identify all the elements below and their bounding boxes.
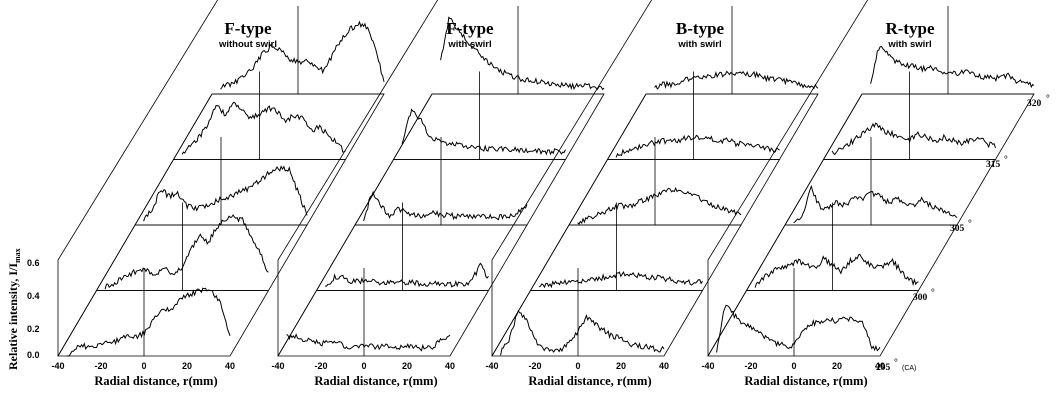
- panel-1-series-320: [220, 20, 385, 90]
- panel-1-title: F-type: [224, 19, 272, 38]
- panel-1-subtitle: without swirl: [218, 39, 277, 50]
- panel-2-subtitle: with swirl: [447, 39, 491, 50]
- panel-2-back-wall-edge: [277, 0, 439, 261]
- y-tick-0-2: 0.2: [27, 324, 40, 334]
- panel-4-series-320: [870, 45, 1035, 89]
- panel-2-x-tick-2: 0: [361, 361, 366, 371]
- panel-3-series-300: [538, 270, 703, 289]
- panel-2-x-tick-0: -40: [271, 361, 284, 371]
- angle-label-300: 300: [913, 293, 928, 303]
- angle-degree-295: °: [894, 357, 898, 368]
- panel-3-floor-305: [568, 159, 781, 226]
- panel-1-depth-axis: [57, 93, 213, 357]
- panel-2-series-300: [325, 262, 489, 288]
- panel-2-depth-axis: [277, 93, 433, 357]
- panel-2-series-320: [440, 16, 605, 91]
- panel-3-series-320: [654, 70, 819, 90]
- panel-2: -40 -20 0 20 40 Radial distance, r(mm) F-typew…: [271, 0, 605, 388]
- panel-1-floor-300: [95, 224, 308, 291]
- angle-degree-300: °: [931, 287, 935, 298]
- panel-4-subtitle: with swirl: [887, 39, 931, 50]
- panel-4-x-tick-2: 0: [791, 361, 796, 371]
- panel-2-x-tick-4: 40: [445, 361, 455, 371]
- panel-4-floor-305: [784, 159, 997, 226]
- y-tick-0-4: 0.4: [27, 291, 40, 301]
- panel-4-x-tick-3: 20: [832, 361, 842, 371]
- angle-unit-label: (CA): [902, 365, 916, 372]
- panel-4-x-tick-4: 40: [875, 361, 885, 371]
- panel-3-x-tick-2: 0: [575, 361, 580, 371]
- panel-4-series-295: [716, 304, 881, 353]
- panel-1-series-295: [66, 287, 231, 357]
- panel-1-x-tick-4: 40: [225, 361, 235, 371]
- panel-3-series-295: [500, 309, 665, 356]
- angle-label-320: 320: [1027, 99, 1042, 109]
- panel-1-x-tick-2: 0: [141, 361, 146, 371]
- angle-label-295: 295: [876, 363, 891, 373]
- panel-3: -40 -20 0 20 40 Radial distance, r(mm) B-typew…: [485, 0, 819, 388]
- y-axis-label-sub: max: [13, 248, 22, 263]
- panel-4-x-axis-label: Radial distance, r(mm): [744, 374, 867, 388]
- panel-2-series-305: [363, 190, 528, 222]
- y-tick-0-6: 0.6: [27, 258, 40, 268]
- panel-1-x-tick-3: 20: [182, 361, 192, 371]
- panel-3-subtitle: with swirl: [677, 39, 721, 50]
- y-tick-0-0: 0.0: [27, 350, 40, 360]
- panel-4-series-305: [793, 184, 958, 224]
- panel-3-x-tick-0: -40: [485, 361, 498, 371]
- panel-1: -40 -20 0 20 40 Radial distance, r(mm) F-typew…: [51, 0, 385, 388]
- panel-4-x-tick-1: -20: [744, 361, 757, 371]
- angle-degree-320: °: [1046, 93, 1050, 104]
- panel-2-series-295: [286, 333, 451, 352]
- panel-4-x-tick-0: -40: [701, 361, 714, 371]
- panel-3-series-305: [577, 186, 742, 225]
- panel-3-title: B-type: [676, 19, 725, 38]
- panel-4-depth-axis: [707, 93, 863, 357]
- angle-label-305: 305: [950, 224, 965, 234]
- panel-4-floor-295: [707, 290, 920, 357]
- panel-1-x-tick-0: -40: [51, 361, 64, 371]
- panel-4: -40 -20 0 20 40 Radial distance, r(mm) R-typew…: [701, 0, 1035, 388]
- panel-3-floor-315: [606, 93, 819, 160]
- panel-2-x-tick-1: -20: [314, 361, 327, 371]
- panel-2-x-tick-3: 20: [402, 361, 412, 371]
- panel-1-back-wall-edge: [57, 0, 219, 261]
- panel-3-back-wall-edge: [491, 0, 653, 261]
- panel-1-series-305: [143, 165, 308, 222]
- y-axis-label: Relative intensity, I/Imax: [6, 248, 22, 370]
- panel-4-floor-300: [745, 224, 958, 291]
- panel-2-x-axis-label: Radial distance, r(mm): [314, 374, 437, 388]
- panel-3-x-axis-label: Radial distance, r(mm): [528, 374, 651, 388]
- panel-3-x-tick-3: 20: [616, 361, 626, 371]
- angle-label-315: 315: [986, 160, 1001, 170]
- panel-1-series-315: [181, 101, 346, 155]
- panel-3-x-tick-1: -20: [528, 361, 541, 371]
- angle-degree-315: °: [1004, 154, 1008, 165]
- panel-1-series-300: [104, 214, 269, 290]
- panel-2-series-315: [401, 108, 566, 156]
- panel-3-x-tick-4: 40: [659, 361, 669, 371]
- panel-4-series-300: [754, 253, 919, 288]
- panel-3-series-315: [615, 134, 780, 158]
- panel-4-back-wall-edge: [707, 0, 869, 261]
- panel-4-floor-315: [822, 93, 1035, 160]
- panel-1-x-tick-1: -20: [94, 361, 107, 371]
- panel-1-x-axis-label: Radial distance, r(mm): [94, 374, 217, 388]
- angle-degree-305: °: [968, 218, 972, 229]
- panel-4-series-315: [831, 122, 996, 156]
- panel-2-title: F-type: [446, 19, 494, 38]
- y-axis-label-main: Relative intensity, I/I: [6, 263, 20, 370]
- panel-4-title: R-type: [885, 19, 935, 38]
